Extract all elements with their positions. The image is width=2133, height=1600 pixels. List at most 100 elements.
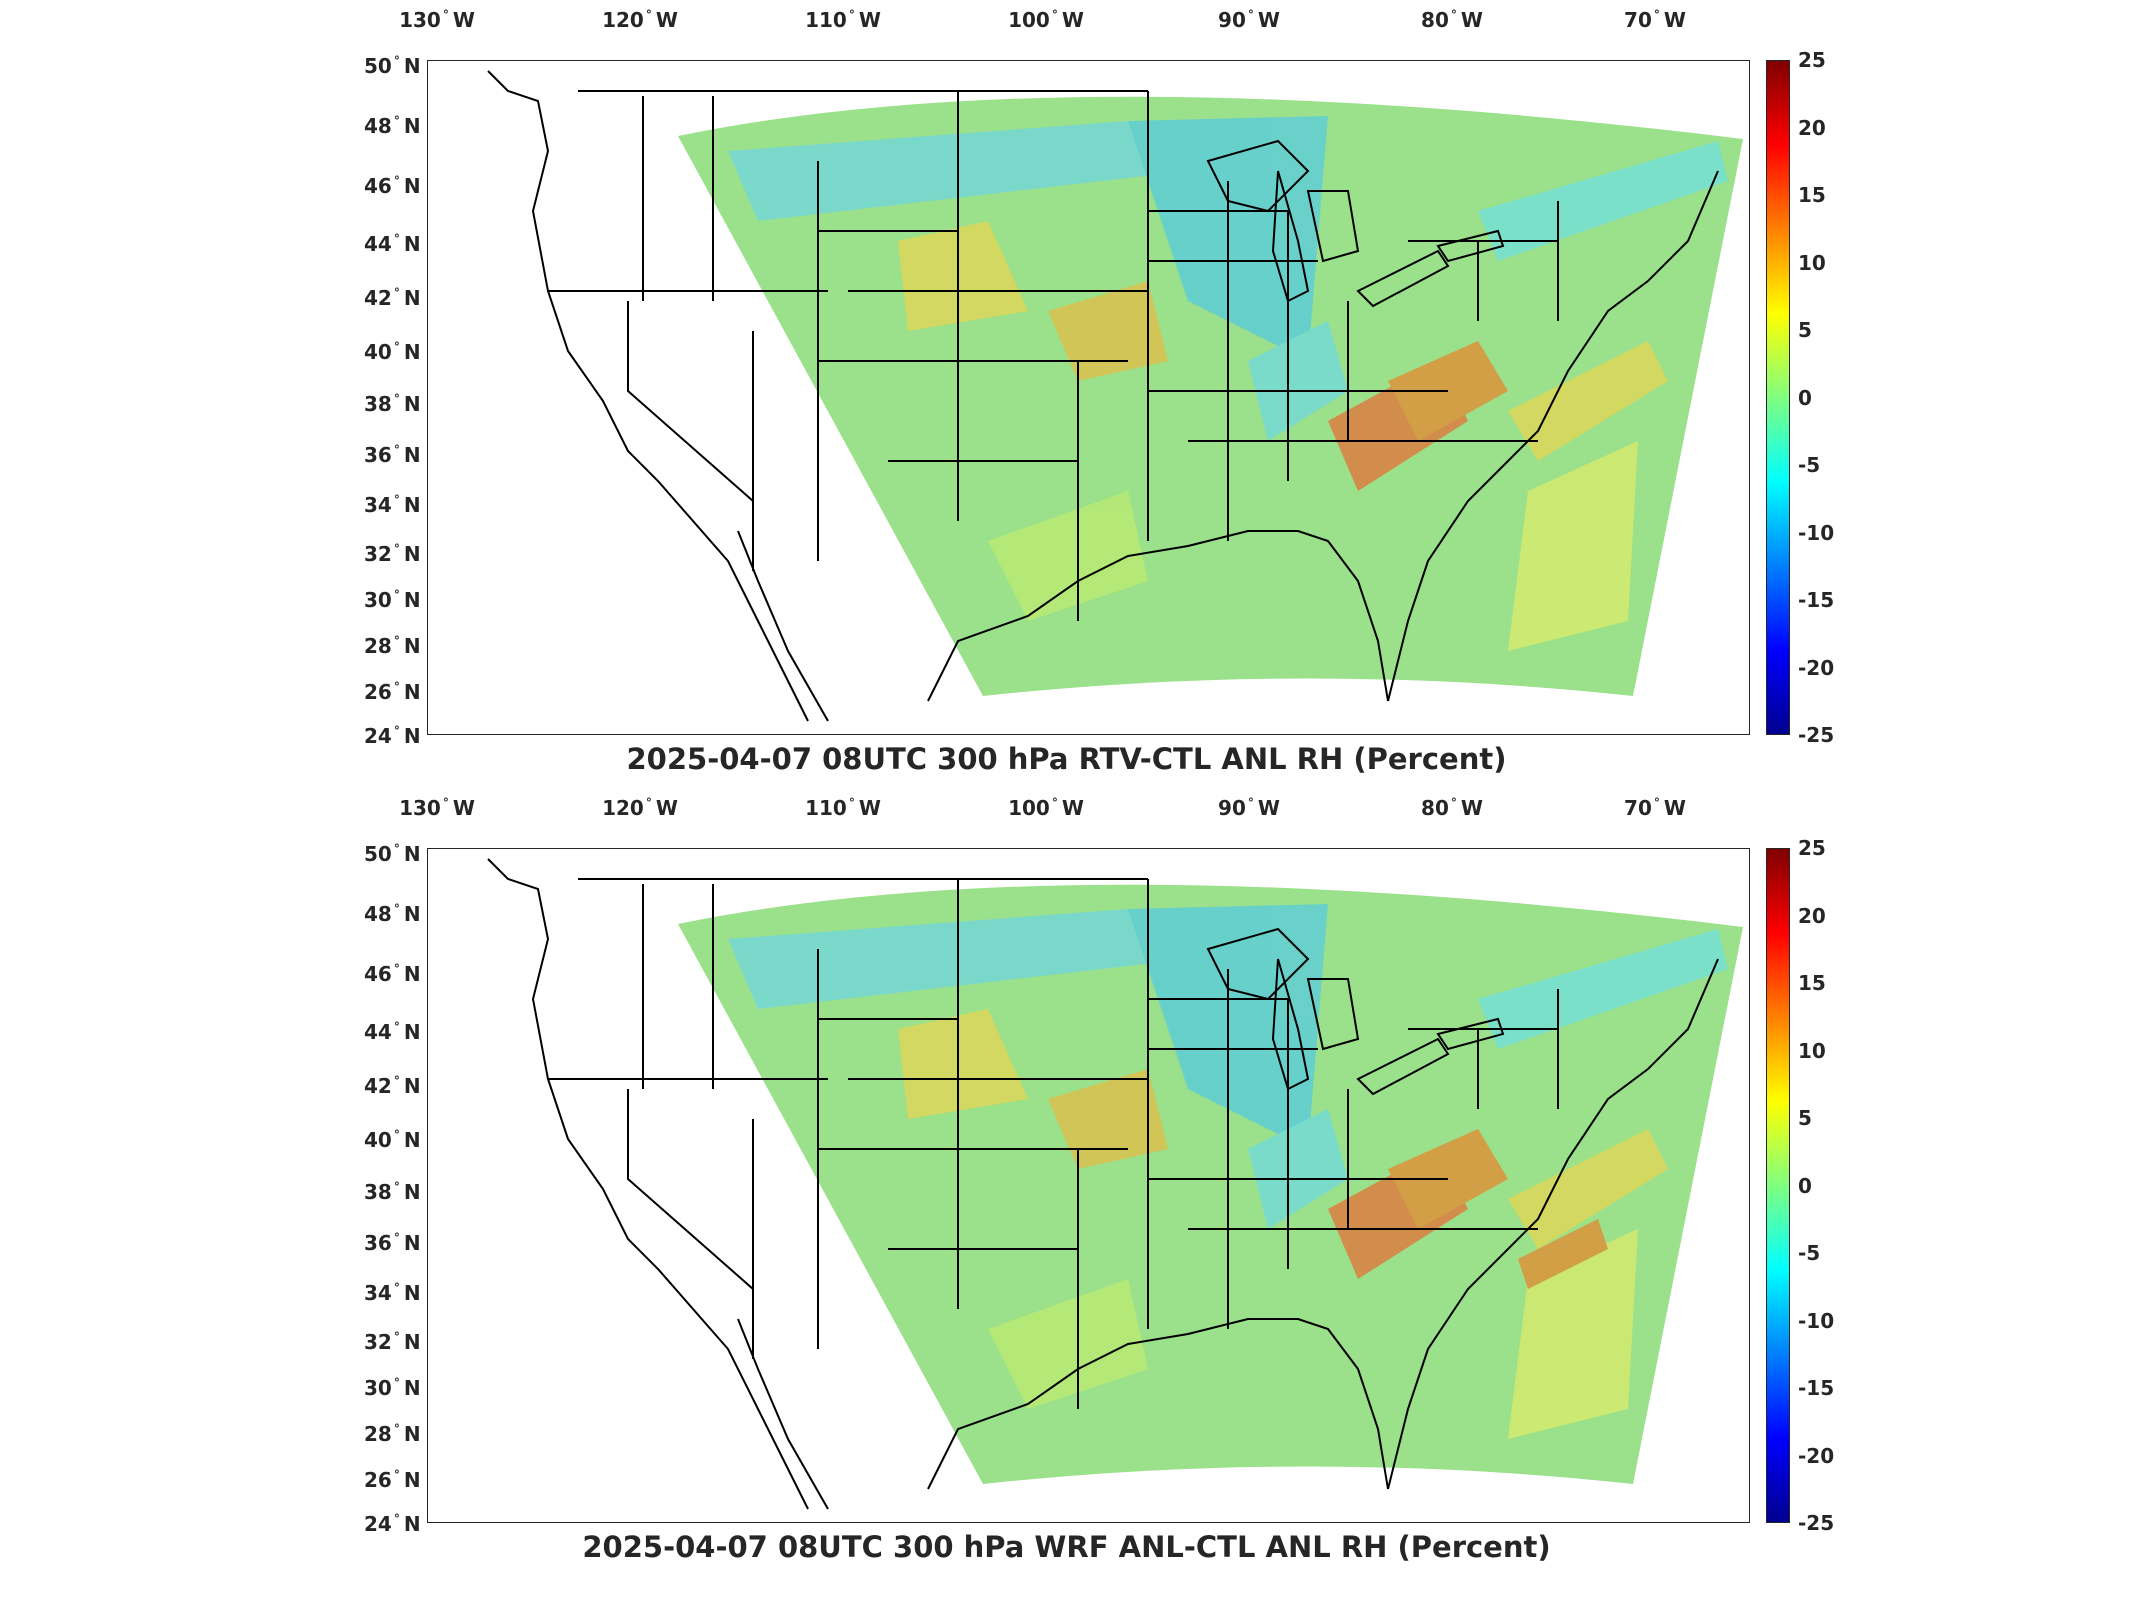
longitude-label: 120 ° W — [602, 8, 678, 32]
longitude-label: 120 ° W — [602, 796, 678, 820]
longitude-label: 110 ° W — [805, 796, 881, 820]
colorbar-tick-label: 15 — [1798, 971, 1826, 995]
map-plot — [487, 70, 1743, 722]
latitude-label: 38 ° N — [364, 392, 421, 416]
lake-outline — [1306, 978, 1360, 1051]
map-plot — [487, 858, 1743, 1510]
latitude-label: 32 ° N — [364, 542, 421, 566]
map-panel-top: 130 ° W 120 ° W 110 ° W 100 ° W 90 ° W 80 ° W 70 ° W 50 ° N 48 °… — [364, 8, 1835, 776]
latitude-label: 34 ° N — [364, 493, 421, 517]
anomaly-patch — [1048, 1069, 1168, 1169]
colorbar-tick-label: -20 — [1798, 1443, 1835, 1468]
longitude-label: 70 ° W — [1624, 8, 1686, 32]
longitude-label: 100 ° W — [1008, 796, 1084, 820]
latitude-label: 24 ° N — [364, 1512, 421, 1536]
longitude-label: 90 ° W — [1218, 8, 1280, 32]
colorbar-tick-label: -15 — [1798, 1376, 1835, 1400]
lake-outline — [1271, 170, 1310, 303]
latitude-label: 26 ° N — [364, 680, 421, 704]
latitude-label: 34 ° N — [364, 1281, 421, 1305]
colorbar-tick-label: -5 — [1798, 453, 1821, 477]
latitude-label: 42 ° N — [364, 286, 421, 310]
lake-outline — [1436, 1017, 1505, 1051]
colorbar-tick-label: -25 — [1798, 1511, 1835, 1535]
lake-outline — [1306, 190, 1360, 263]
boundary-line — [737, 530, 829, 722]
map-panel-bottom: 130 ° W 120 ° W 110 ° W 100 ° W 90 ° W 80 ° W 70 ° W 50 ° N 48 °… — [0, 788, 2133, 1588]
anomaly-patch — [1248, 321, 1348, 441]
boundary-line — [1387, 958, 1719, 1490]
latitude-label: 28 ° N — [364, 634, 421, 658]
map-frame — [427, 60, 1750, 735]
colorbar — [1766, 60, 1790, 735]
latitude-label: 42 ° N — [364, 1074, 421, 1098]
colorbar-tick-label: -10 — [1798, 520, 1835, 545]
colorbar-tick-label: 25 — [1798, 48, 1826, 72]
latitude-label: 50 ° N — [364, 54, 421, 78]
longitude-label: 130 ° W — [399, 796, 475, 820]
longitude-label: 90 ° W — [1218, 796, 1280, 820]
anomaly-patch — [1048, 281, 1168, 381]
colorbar-tick-label: 10 — [1798, 1038, 1826, 1063]
colorbar-tick-label: -5 — [1798, 1241, 1821, 1265]
anomaly-patch — [1478, 929, 1728, 1049]
anomaly-patch — [1508, 1129, 1668, 1249]
colorbar-tick-label: 0 — [1798, 1173, 1812, 1198]
lake-outline — [1206, 927, 1310, 1001]
boundary-line — [737, 1318, 829, 1510]
colorbar — [1766, 848, 1790, 1523]
colorbar-tick-label: -10 — [1798, 1308, 1835, 1333]
boundary-line — [627, 301, 754, 502]
lake-outline — [1356, 249, 1450, 308]
latitude-label: 32 ° N — [364, 1330, 421, 1354]
anomaly-patch — [1478, 141, 1728, 261]
boundary-line — [487, 858, 809, 1510]
panel-title: 2025-04-07 08UTC 300 hPa RTV-CTL ANL RH … — [626, 742, 1507, 776]
lake-outline — [1356, 1037, 1450, 1096]
colorbar-tick-label: 5 — [1798, 1106, 1812, 1130]
anomaly-patch — [1518, 1219, 1608, 1289]
anomaly-patch — [1508, 341, 1668, 461]
latitude-label: 26 ° N — [364, 1468, 421, 1492]
colorbar-tick-label: -25 — [1798, 723, 1835, 747]
latitude-label: 50 ° N — [364, 842, 421, 866]
latitude-label: 36 ° N — [364, 1231, 421, 1255]
anomaly-patch — [988, 491, 1148, 621]
colorbar-tick-label: 10 — [1798, 250, 1826, 275]
boundary-lines — [487, 858, 1719, 1510]
latitude-label: 28 ° N — [364, 1422, 421, 1446]
lake-outline — [1436, 229, 1505, 263]
boundary-line — [1387, 170, 1719, 702]
boundary-line — [927, 530, 1389, 702]
longitude-label: 100 ° W — [1008, 8, 1084, 32]
boundary-line — [927, 1318, 1389, 1490]
boundary-line — [627, 1089, 754, 1290]
latitude-label: 44 ° N — [364, 232, 421, 256]
anomaly-patch — [1248, 1109, 1348, 1229]
latitude-label: 46 ° N — [364, 174, 421, 198]
colorbar-tick-label: 20 — [1798, 115, 1826, 140]
longitude-label: 130 ° W — [399, 8, 475, 32]
longitude-label: 80 ° W — [1421, 796, 1483, 820]
colorbar-tick-label: 25 — [1798, 836, 1826, 860]
colorbar-tick-label: 15 — [1798, 183, 1826, 207]
latitude-label: 48 ° N — [364, 902, 421, 926]
anomaly-patch — [898, 221, 1028, 331]
lake-outline — [1206, 139, 1310, 213]
colorbar-tick-label: -20 — [1798, 655, 1835, 680]
latitude-label: 44 ° N — [364, 1020, 421, 1044]
map-frame — [427, 848, 1750, 1523]
longitude-label: 70 ° W — [1624, 796, 1686, 820]
anomaly-patch — [1508, 441, 1638, 651]
longitude-label: 80 ° W — [1421, 8, 1483, 32]
anomaly-patch — [988, 1279, 1148, 1409]
latitude-label: 40 ° N — [364, 1128, 421, 1152]
latitude-label: 30 ° N — [364, 588, 421, 612]
latitude-label: 46 ° N — [364, 962, 421, 986]
latitude-label: 38 ° N — [364, 1180, 421, 1204]
colorbar-tick-label: 20 — [1798, 903, 1826, 928]
latitude-label: 48 ° N — [364, 114, 421, 138]
longitude-label: 110 ° W — [805, 8, 881, 32]
latitude-label: 40 ° N — [364, 340, 421, 364]
colorbar-tick-label: 0 — [1798, 385, 1812, 410]
